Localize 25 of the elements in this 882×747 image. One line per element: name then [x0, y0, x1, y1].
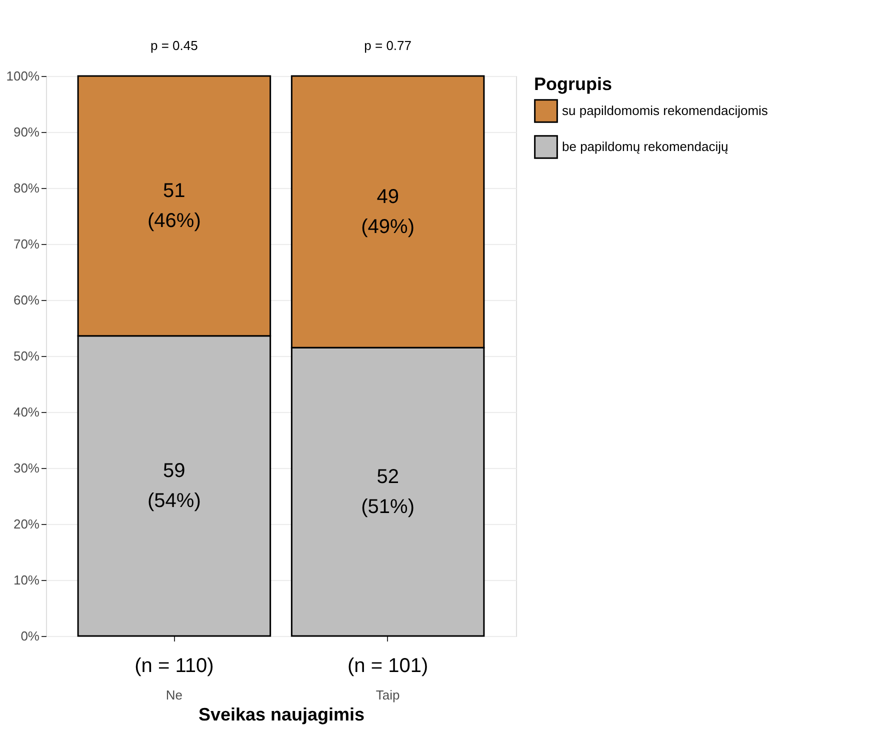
y-tick-label: 60% [13, 292, 40, 308]
legend-label: su papildomomis rekomendacijomis [562, 103, 768, 118]
x-tick-label: Taip [376, 688, 400, 702]
y-tick-label: 100% [6, 68, 40, 84]
y-tick-label: 30% [13, 460, 40, 476]
y-tick-label: 70% [13, 236, 40, 252]
y-tick-label: 40% [13, 404, 40, 420]
legend-title: Pogrupis [534, 74, 612, 94]
annotation: (n = 110) [134, 655, 214, 677]
x-axis-title: Sveikas naujagimis [198, 704, 365, 724]
y-tick-label: 90% [13, 124, 40, 140]
x-tick-label: Ne [166, 688, 182, 702]
legend-label: be papildomų rekomendacijų [562, 139, 728, 154]
y-tick-label: 20% [13, 516, 40, 532]
annotation: (n = 101) [348, 655, 428, 677]
data-label: 51 (46%) [148, 180, 201, 232]
y-tick-label: 80% [13, 180, 40, 196]
y-tick-label: 50% [13, 348, 40, 364]
annotation: p = 0.77 [364, 38, 412, 53]
data-label: 59 (54%) [148, 460, 201, 512]
annotation: p = 0.45 [150, 38, 198, 53]
y-tick-label: 0% [20, 628, 40, 644]
data-label: 49 (49%) [361, 186, 414, 238]
y-tick-label: 10% [13, 572, 40, 588]
data-label: 52 (51%) [361, 466, 414, 518]
